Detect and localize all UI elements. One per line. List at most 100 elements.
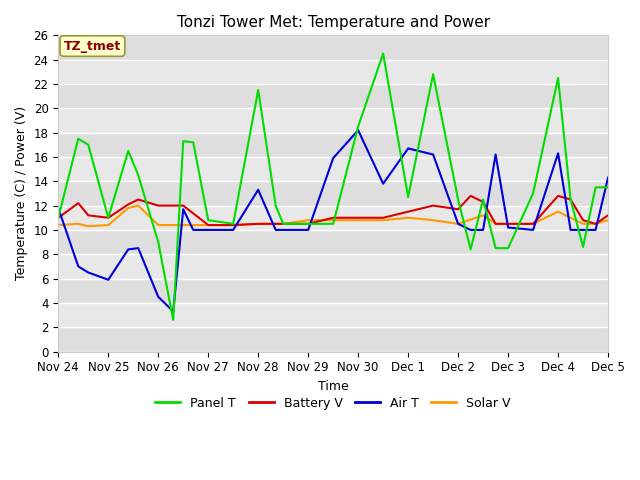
- Battery V: [154, 203, 162, 208]
- Solar V: [134, 203, 142, 208]
- Solar V: [179, 222, 187, 228]
- Bar: [58, 230, 608, 254]
- Line: Panel T: Panel T: [58, 54, 608, 320]
- Air T: [134, 245, 142, 251]
- Solar V: [330, 217, 337, 223]
- Panel T: [124, 148, 132, 154]
- Panel T: [229, 221, 237, 227]
- Panel T: [554, 75, 562, 81]
- Solar V: [429, 217, 437, 223]
- Battery V: [229, 222, 237, 228]
- Battery V: [492, 221, 499, 227]
- Panel T: [567, 197, 575, 203]
- Battery V: [204, 222, 212, 228]
- Air T: [567, 227, 575, 233]
- Bar: [58, 60, 608, 84]
- Air T: [189, 227, 197, 233]
- Bar: [58, 327, 608, 351]
- Panel T: [170, 317, 177, 323]
- Solar V: [454, 221, 462, 227]
- Battery V: [355, 215, 362, 221]
- Battery V: [404, 209, 412, 215]
- Battery V: [54, 215, 62, 221]
- Air T: [74, 264, 82, 269]
- Title: Tonzi Tower Met: Temperature and Power: Tonzi Tower Met: Temperature and Power: [177, 15, 490, 30]
- Bar: [58, 108, 608, 132]
- Battery V: [179, 203, 187, 208]
- Battery V: [567, 197, 575, 203]
- Air T: [104, 277, 112, 283]
- Panel T: [272, 203, 280, 208]
- Solar V: [529, 221, 537, 227]
- Panel T: [330, 221, 337, 227]
- X-axis label: Time: Time: [318, 380, 349, 393]
- Air T: [84, 270, 92, 276]
- Battery V: [124, 202, 132, 207]
- Panel T: [154, 239, 162, 245]
- Battery V: [454, 206, 462, 212]
- Air T: [479, 227, 487, 233]
- Solar V: [554, 209, 562, 215]
- Air T: [504, 225, 512, 230]
- Panel T: [479, 197, 487, 203]
- Air T: [272, 227, 280, 233]
- Solar V: [104, 222, 112, 228]
- Solar V: [579, 221, 587, 227]
- Bar: [58, 132, 608, 157]
- Panel T: [579, 244, 587, 250]
- Battery V: [104, 215, 112, 221]
- Solar V: [124, 205, 132, 211]
- Air T: [454, 221, 462, 227]
- Panel T: [592, 184, 600, 190]
- Line: Battery V: Battery V: [58, 196, 608, 225]
- Air T: [404, 145, 412, 151]
- Air T: [429, 152, 437, 157]
- Panel T: [74, 136, 82, 142]
- Solar V: [154, 222, 162, 228]
- Battery V: [254, 221, 262, 227]
- Bar: [58, 157, 608, 181]
- Air T: [592, 227, 600, 233]
- Panel T: [492, 245, 499, 251]
- Air T: [179, 206, 187, 212]
- Panel T: [604, 184, 612, 190]
- Solar V: [604, 217, 612, 223]
- Solar V: [404, 215, 412, 221]
- Panel T: [279, 221, 287, 227]
- Panel T: [104, 215, 112, 221]
- Air T: [529, 227, 537, 233]
- Panel T: [454, 197, 462, 203]
- Air T: [355, 127, 362, 133]
- Panel T: [380, 51, 387, 57]
- Battery V: [604, 213, 612, 218]
- Bar: [58, 205, 608, 230]
- Line: Air T: Air T: [58, 130, 608, 312]
- Panel T: [504, 245, 512, 251]
- Battery V: [479, 199, 487, 205]
- Solar V: [305, 217, 312, 223]
- Air T: [170, 309, 177, 314]
- Air T: [54, 205, 62, 211]
- Battery V: [380, 215, 387, 221]
- Battery V: [529, 221, 537, 227]
- Text: TZ_tmet: TZ_tmet: [64, 39, 121, 53]
- Bar: [58, 254, 608, 278]
- Bar: [58, 84, 608, 108]
- Panel T: [355, 124, 362, 130]
- Solar V: [479, 213, 487, 218]
- Air T: [254, 187, 262, 192]
- Bar: [58, 303, 608, 327]
- Battery V: [504, 221, 512, 227]
- Air T: [124, 247, 132, 252]
- Solar V: [229, 222, 237, 228]
- Panel T: [529, 191, 537, 196]
- Bar: [58, 181, 608, 205]
- Battery V: [84, 213, 92, 218]
- Bar: [58, 36, 608, 60]
- Panel T: [134, 172, 142, 178]
- Battery V: [74, 200, 82, 206]
- Battery V: [305, 221, 312, 227]
- Panel T: [429, 72, 437, 77]
- Air T: [330, 156, 337, 161]
- Air T: [204, 227, 212, 233]
